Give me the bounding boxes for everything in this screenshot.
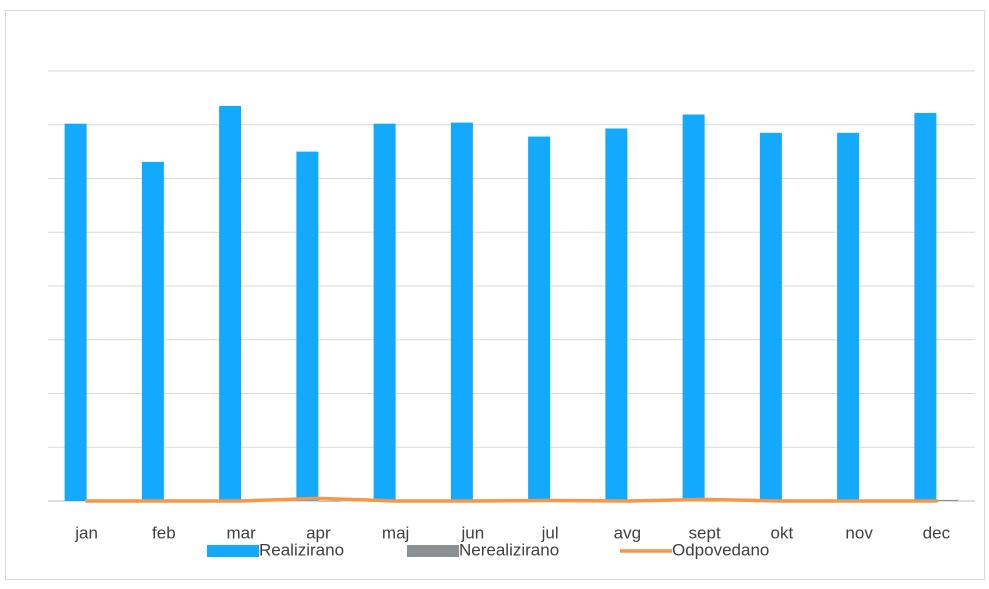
bar — [373, 123, 396, 502]
legend-label: Nerealizirano — [459, 540, 559, 559]
x-tick-label: jul — [541, 523, 559, 542]
bar — [64, 123, 87, 502]
bar — [318, 501, 341, 502]
chart-frame — [5, 10, 985, 580]
bar — [837, 132, 860, 501]
legend-swatch — [407, 545, 459, 557]
x-tick-label: dec — [923, 523, 951, 542]
x-tick-label: avg — [614, 523, 641, 542]
x-tick-label: jan — [74, 523, 98, 542]
x-tick-label: feb — [152, 523, 176, 542]
bar — [219, 105, 242, 501]
x-tick-label: nov — [845, 523, 873, 542]
bar — [682, 114, 705, 501]
x-tick-label: apr — [306, 523, 331, 542]
bar — [936, 499, 959, 501]
bar — [759, 132, 782, 501]
x-tick-label: sept — [689, 523, 721, 542]
bar — [450, 122, 473, 501]
legend-label: Realizirano — [259, 540, 344, 559]
bar — [141, 161, 164, 501]
line — [84, 496, 939, 503]
x-tick-label: jun — [461, 523, 485, 542]
bar — [296, 151, 319, 501]
x-tick-label: okt — [771, 523, 794, 542]
bar — [528, 136, 551, 501]
bar — [914, 112, 937, 502]
x-tick-label: mar — [226, 523, 256, 542]
legend-swatch — [207, 545, 259, 557]
legend-label: Odpovedano — [672, 540, 769, 559]
x-tick-label: maj — [382, 523, 409, 542]
bar — [605, 128, 628, 501]
